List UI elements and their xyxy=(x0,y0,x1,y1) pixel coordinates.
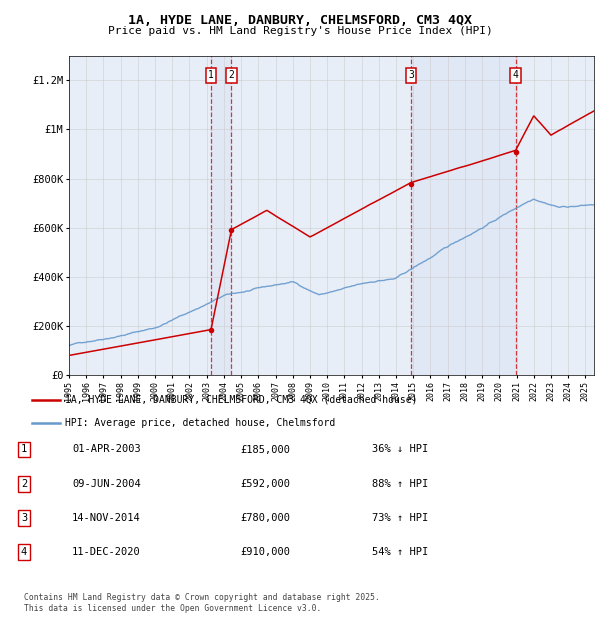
Text: 01-APR-2003: 01-APR-2003 xyxy=(72,445,141,454)
Text: 4: 4 xyxy=(513,71,518,81)
Text: 2: 2 xyxy=(229,71,235,81)
Text: HPI: Average price, detached house, Chelmsford: HPI: Average price, detached house, Chel… xyxy=(65,418,335,428)
Text: Contains HM Land Registry data © Crown copyright and database right 2025.
This d: Contains HM Land Registry data © Crown c… xyxy=(24,593,380,613)
Text: 1A, HYDE LANE, DANBURY, CHELMSFORD, CM3 4QX (detached house): 1A, HYDE LANE, DANBURY, CHELMSFORD, CM3 … xyxy=(65,395,418,405)
Text: 09-JUN-2004: 09-JUN-2004 xyxy=(72,479,141,489)
Text: 11-DEC-2020: 11-DEC-2020 xyxy=(72,547,141,557)
Text: 54% ↑ HPI: 54% ↑ HPI xyxy=(372,547,428,557)
Text: 36% ↓ HPI: 36% ↓ HPI xyxy=(372,445,428,454)
Bar xyxy=(411,56,515,375)
Text: 88% ↑ HPI: 88% ↑ HPI xyxy=(372,479,428,489)
Text: 4: 4 xyxy=(21,547,27,557)
Text: 1A, HYDE LANE, DANBURY, CHELMSFORD, CM3 4QX: 1A, HYDE LANE, DANBURY, CHELMSFORD, CM3 … xyxy=(128,14,472,27)
Text: Price paid vs. HM Land Registry's House Price Index (HPI): Price paid vs. HM Land Registry's House … xyxy=(107,26,493,36)
Text: 3: 3 xyxy=(21,513,27,523)
Text: 1: 1 xyxy=(21,445,27,454)
Text: £185,000: £185,000 xyxy=(240,445,290,454)
Text: £780,000: £780,000 xyxy=(240,513,290,523)
Text: 14-NOV-2014: 14-NOV-2014 xyxy=(72,513,141,523)
Text: 73% ↑ HPI: 73% ↑ HPI xyxy=(372,513,428,523)
Text: 1: 1 xyxy=(208,71,214,81)
Text: 3: 3 xyxy=(408,71,414,81)
Text: £910,000: £910,000 xyxy=(240,547,290,557)
Text: 2: 2 xyxy=(21,479,27,489)
Bar xyxy=(211,56,232,375)
Text: £592,000: £592,000 xyxy=(240,479,290,489)
